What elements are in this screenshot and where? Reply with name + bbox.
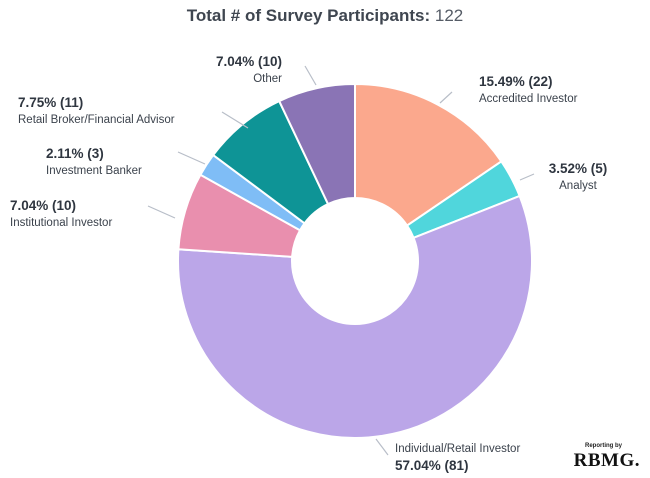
leader-line bbox=[178, 152, 205, 164]
donut-chart: 15.49% (22) Accredited Investor 3.52% (5) A… bbox=[0, 0, 650, 478]
leader-line bbox=[148, 206, 175, 218]
data-label-percent: 7.75% (11) bbox=[18, 95, 83, 110]
data-label-name: Other bbox=[253, 73, 282, 85]
data-label-name: Retail Broker/Financial Advisor bbox=[18, 114, 175, 126]
data-label-name: Analyst bbox=[559, 180, 598, 192]
data-label-name: Institutional Investor bbox=[10, 217, 112, 229]
data-label-name: Accredited Investor bbox=[479, 93, 578, 105]
brand-logo-text: RBMG. bbox=[574, 450, 640, 471]
leader-line bbox=[305, 66, 316, 85]
data-label-name: Investment Banker bbox=[46, 165, 142, 177]
data-label-percent: 3.52% (5) bbox=[549, 161, 608, 176]
rbmg-logo: Reporting by RBMG. bbox=[574, 443, 640, 470]
data-label-name: Individual/Retail Investor bbox=[395, 443, 520, 455]
data-label-percent: 15.49% (22) bbox=[479, 74, 553, 89]
data-label-percent: 57.04% (81) bbox=[395, 458, 469, 473]
leader-line bbox=[376, 439, 388, 455]
data-label-percent: 2.11% (3) bbox=[46, 146, 104, 161]
data-label-percent: 7.04% (10) bbox=[216, 54, 282, 69]
leader-line bbox=[520, 174, 534, 180]
leader-line bbox=[222, 112, 248, 128]
data-label-percent: 7.04% (10) bbox=[10, 198, 76, 213]
leader-line bbox=[440, 92, 452, 103]
brand-tagline: Reporting by bbox=[574, 443, 622, 449]
